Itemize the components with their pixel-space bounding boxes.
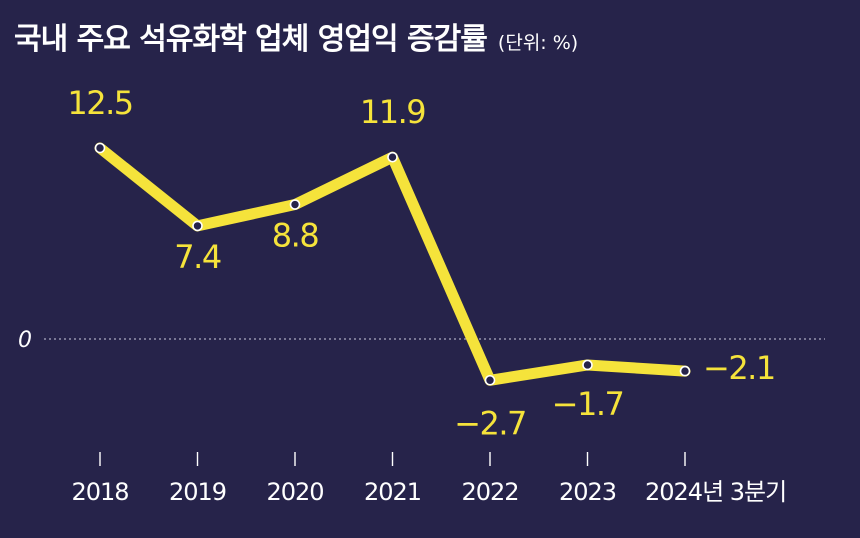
x-tick-label: 2024년 3분기 — [645, 478, 786, 506]
data-point — [679, 365, 691, 377]
data-point — [484, 374, 496, 386]
data-point — [289, 199, 301, 210]
data-label: 12.5 — [67, 84, 132, 122]
x-tick-label: 2022 — [461, 478, 518, 506]
data-label: −1.7 — [552, 385, 624, 423]
x-tick-label: 2019 — [169, 478, 226, 506]
data-point — [192, 220, 203, 232]
data-label: 7.4 — [174, 238, 221, 276]
data-point — [582, 359, 593, 371]
data-label: 11.9 — [360, 93, 425, 131]
x-tick-label: 2021 — [364, 478, 421, 506]
x-tick-label: 2018 — [71, 478, 128, 506]
zero-label: 0 — [18, 328, 32, 353]
chart-title: 국내 주요 석유화학 업체 영업익 증감률 — [14, 22, 488, 57]
data-label: −2.1 — [703, 349, 775, 387]
data-point — [387, 151, 398, 163]
chart-unit: (단위: %) — [497, 32, 579, 54]
x-tick-label: 2023 — [559, 478, 616, 506]
data-label: 8.8 — [272, 217, 319, 255]
data-label: −2.7 — [454, 404, 526, 442]
data-point — [94, 142, 106, 154]
title-block: 국내 주요 석유화학 업체 영업익 증감률 (단위: %) — [14, 14, 578, 58]
x-tick-label: 2020 — [266, 478, 323, 506]
